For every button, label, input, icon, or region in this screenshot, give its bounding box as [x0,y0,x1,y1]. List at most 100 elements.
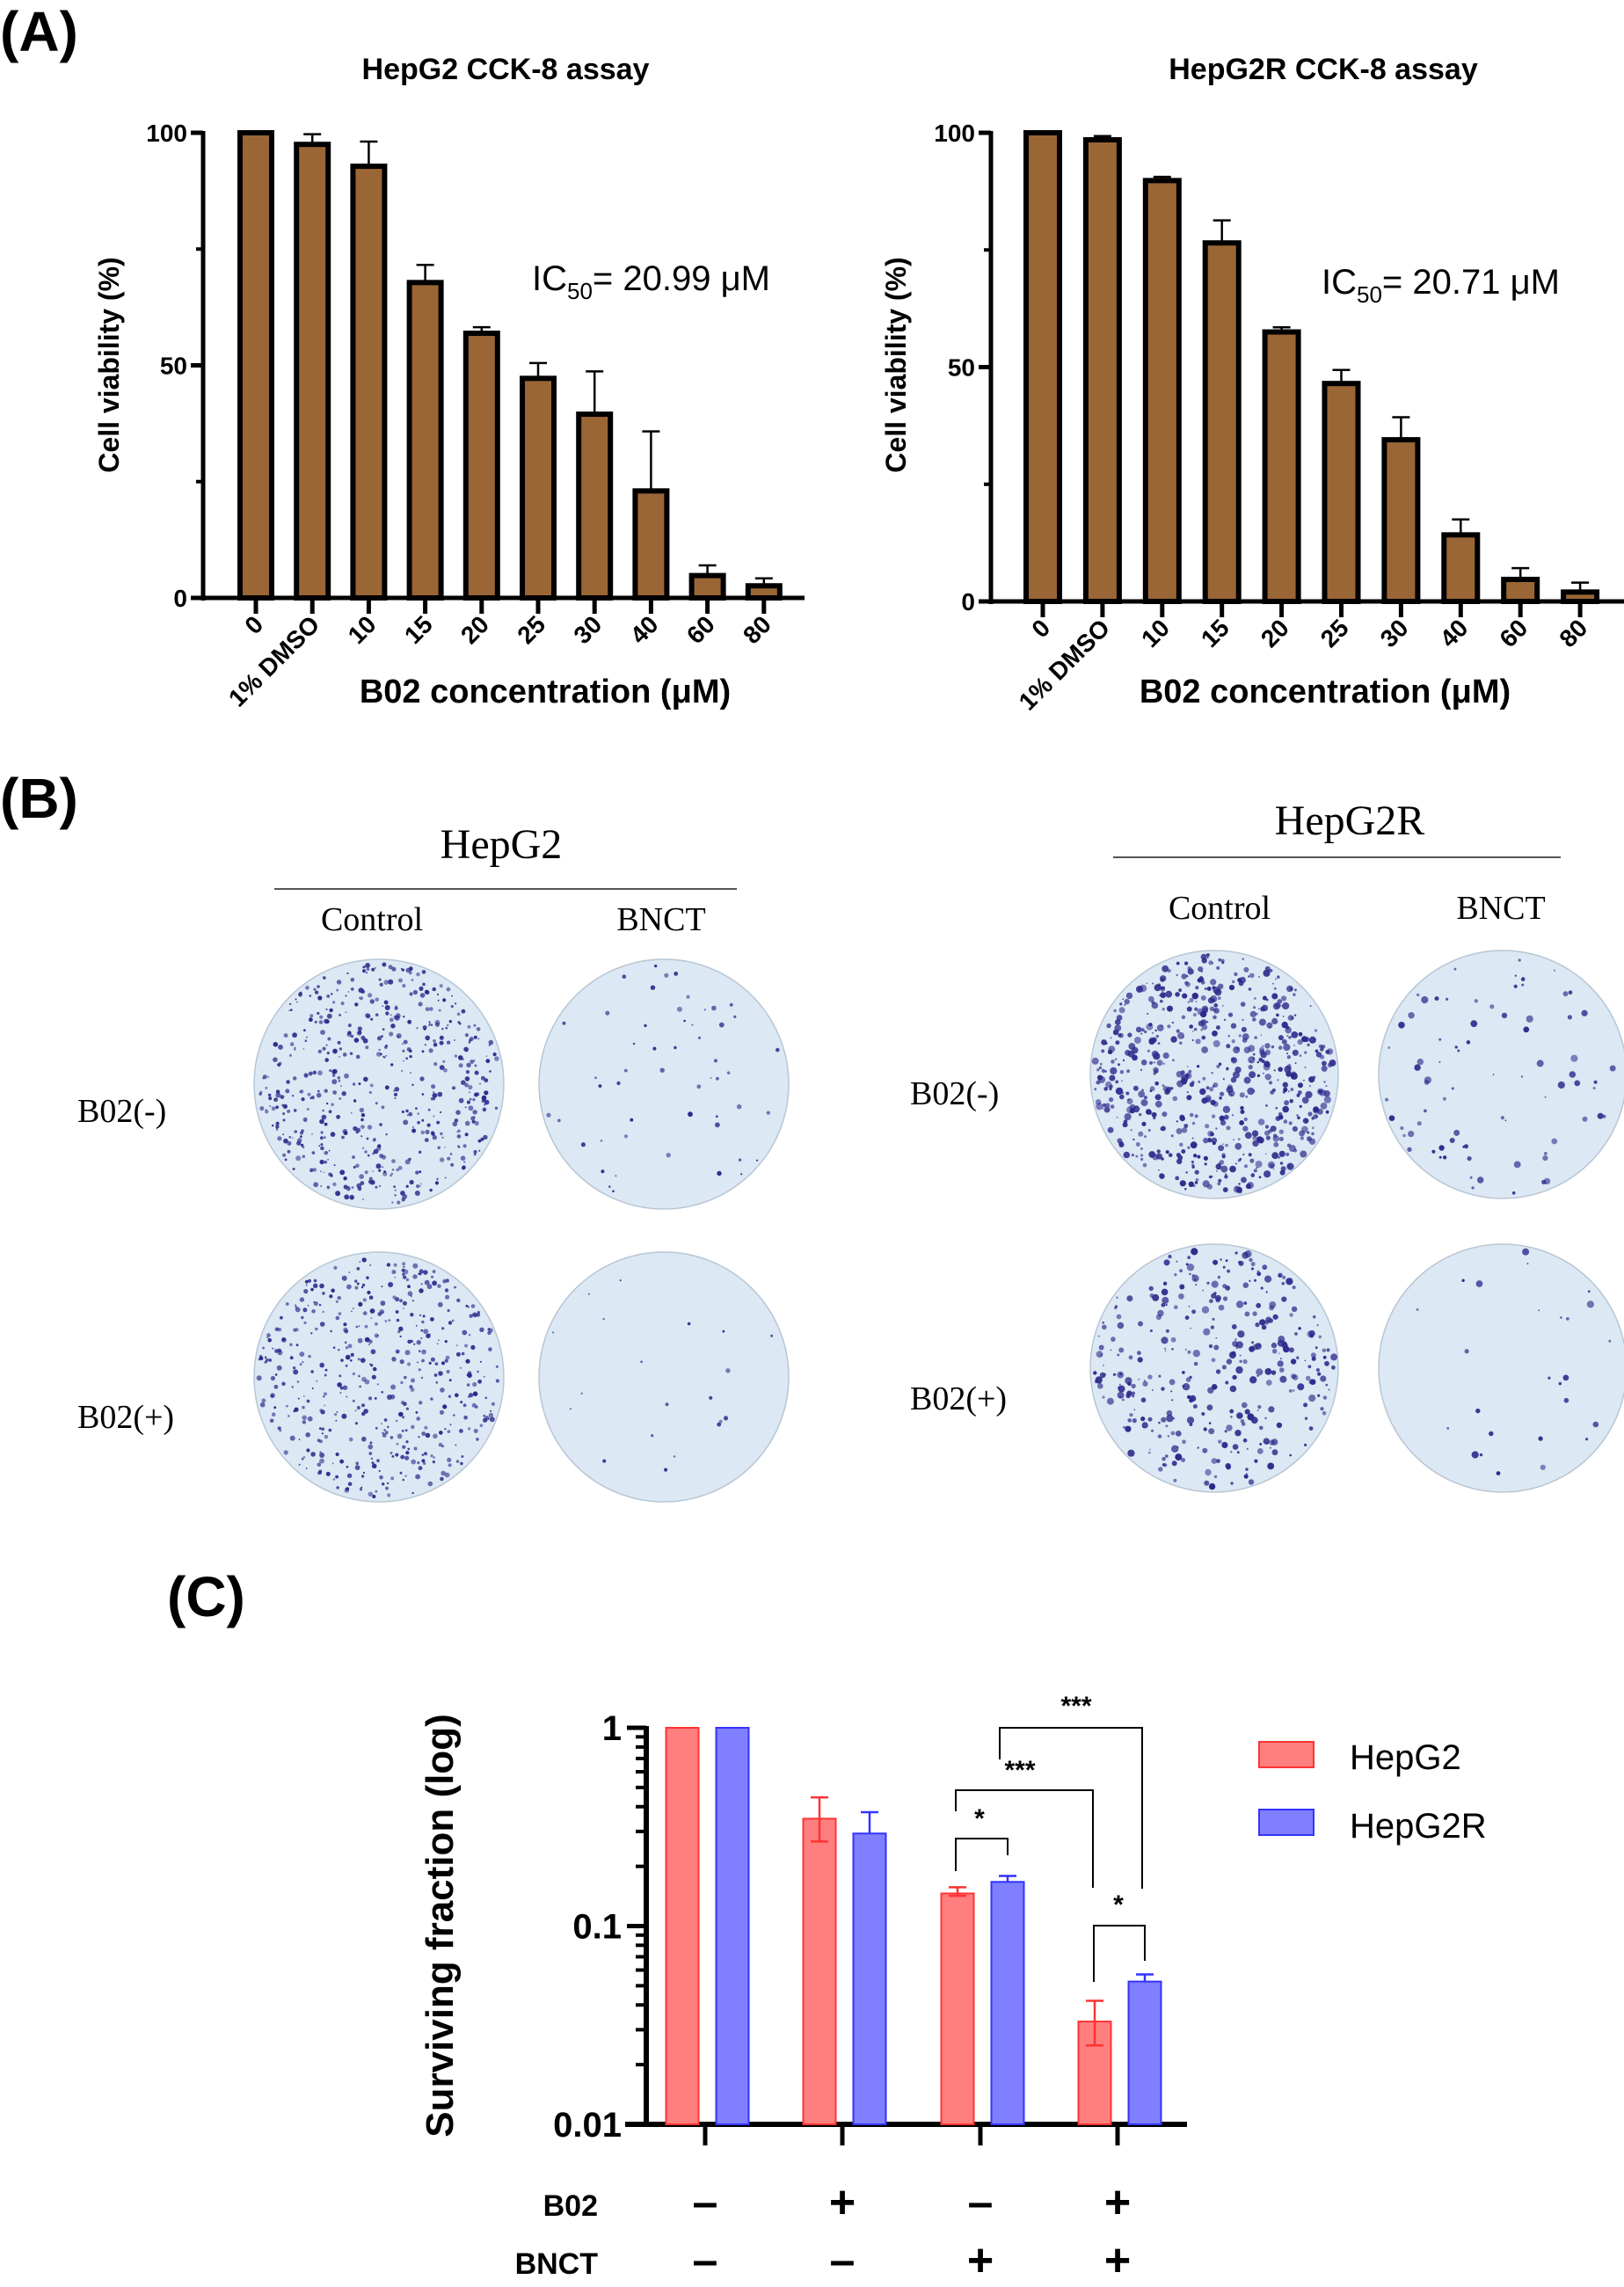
colony [1160,987,1166,992]
colony [302,1415,308,1421]
colony [1187,1256,1191,1260]
colony [275,1105,279,1110]
colony [1148,1286,1154,1292]
colony [1171,1445,1179,1453]
colony [1194,1114,1198,1118]
colony [375,1322,378,1326]
colony [416,972,420,977]
colony [404,1350,411,1356]
colony [376,1146,382,1151]
colony [312,1070,317,1075]
colony [1326,1048,1334,1055]
colony [355,1461,360,1466]
colony [1269,1305,1275,1311]
colony [367,1125,373,1130]
colony [469,1037,474,1041]
colony [1152,982,1154,985]
colony [264,1361,267,1364]
colony [1121,1091,1125,1095]
colony [376,1052,382,1057]
colony [612,1190,615,1193]
colony [1273,987,1277,990]
colony [420,1337,423,1340]
colony [378,978,382,981]
colony [341,1413,347,1419]
colony [327,1158,330,1161]
colony [456,1344,458,1346]
colony [397,1330,401,1334]
colony [454,1039,455,1041]
colony [455,1460,460,1463]
colony [1548,1376,1551,1380]
colony [366,967,370,972]
colony [425,1129,430,1134]
colony [343,1176,347,1181]
colony [1261,1324,1267,1330]
colony [1135,1154,1139,1158]
colony [463,1415,468,1420]
colony [1186,1091,1189,1094]
colony [1239,1158,1242,1161]
colony [368,1344,371,1346]
bar-hepg2 [802,1817,837,2125]
colony [1102,1321,1105,1324]
colony [1230,1451,1233,1453]
colony [303,1321,307,1325]
colony [442,1278,447,1284]
colony [320,1136,324,1140]
colony [1279,1367,1285,1373]
colony [1318,1044,1322,1049]
colony [376,1335,379,1337]
colony [1161,1288,1169,1296]
colony [1213,1344,1220,1351]
colony [1171,1021,1175,1024]
colony [423,1270,428,1275]
colony [1140,1028,1145,1032]
colony [346,972,349,975]
colony [1322,1060,1327,1067]
colony [1185,1377,1191,1382]
colony [1213,1008,1217,1012]
colony [1504,1119,1507,1122]
colony [1195,986,1199,990]
colony [324,1136,326,1139]
colony [411,1128,417,1133]
colony [425,1035,431,1041]
colony [454,1054,458,1058]
colony [1201,1046,1208,1053]
colony [1165,1303,1168,1307]
colony [1188,1181,1195,1188]
colony [440,1476,444,1482]
colony [1176,961,1180,965]
colony [484,1103,486,1106]
colony [1185,1263,1189,1266]
colony [275,1121,280,1125]
colony [1162,1297,1169,1304]
colony [1251,1130,1259,1137]
colony [305,1468,308,1469]
colony [1215,1369,1221,1374]
colony [362,1471,365,1475]
colony [1208,1422,1212,1424]
culture-plate [538,1251,790,1503]
colony [1256,1136,1264,1143]
colony [271,1412,276,1417]
colony [306,1108,310,1111]
colony [352,1082,356,1086]
colony [1264,1170,1271,1178]
colony [651,1434,654,1438]
colony [357,1337,363,1344]
colony [404,1455,410,1460]
colony [409,1385,413,1389]
colony [401,1430,404,1432]
colony [473,1023,477,1027]
colony [1271,1342,1278,1349]
x-tick-label: 20 [1256,614,1294,652]
colony [580,1392,583,1395]
colony [362,1298,367,1302]
colony [1148,1023,1153,1027]
significance-bracket [955,1838,1009,1871]
colony [716,1076,719,1081]
colony [379,1184,381,1187]
colony [286,1404,288,1408]
